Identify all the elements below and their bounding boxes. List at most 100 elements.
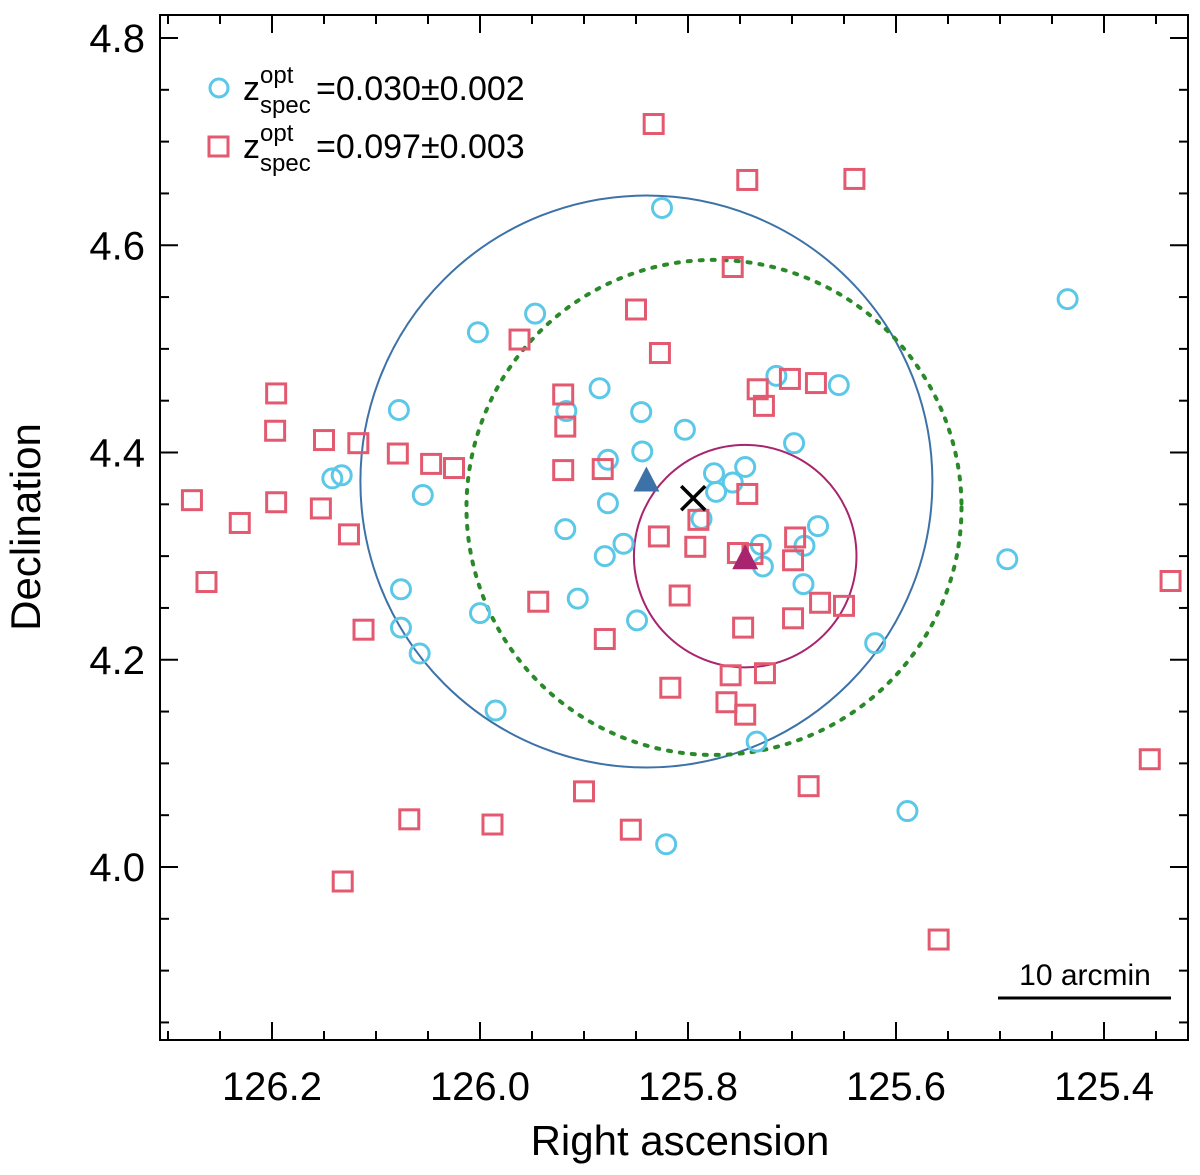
y-tick-label: 4.4 <box>89 432 145 476</box>
legend-circle-marker <box>208 77 230 99</box>
square-point <box>619 818 642 841</box>
legend-entry-2: zopt spec =0.097±0.003 <box>243 120 525 177</box>
square-point <box>593 628 616 651</box>
circle-point <box>411 483 434 506</box>
square-point <box>659 676 682 699</box>
square-point <box>347 432 370 455</box>
aperture-circles <box>359 194 964 769</box>
circle-point <box>612 532 635 555</box>
x-tick-label: 125.4 <box>1054 1065 1154 1109</box>
square-point <box>552 383 575 406</box>
y-tick-label: 4.6 <box>89 224 145 268</box>
circle-point <box>807 515 829 538</box>
square-point <box>1159 569 1182 592</box>
y-axis-tick-labels: 4.0 4.2 4.4 4.6 4.8 <box>89 17 145 890</box>
square-point <box>927 928 950 951</box>
square-point <box>313 429 335 452</box>
square-point <box>746 378 769 401</box>
circle-point <box>864 632 887 655</box>
circle-point <box>655 833 678 856</box>
square-point <box>833 594 855 617</box>
circle-point <box>745 730 768 753</box>
circle-point <box>626 609 649 632</box>
scale-bar-label: 10 arcmin <box>1019 959 1151 992</box>
circle-point <box>524 302 547 325</box>
plot-frame <box>159 14 1189 1041</box>
square-point <box>734 703 757 726</box>
square-point <box>228 511 251 534</box>
square-point <box>625 298 647 321</box>
legend-z-2: z <box>243 128 260 166</box>
circle-point <box>389 616 412 639</box>
x-tick-label: 126.2 <box>222 1065 322 1109</box>
circle-point <box>566 587 589 610</box>
circle-point <box>783 432 806 455</box>
circle-point <box>321 467 344 490</box>
square-point <box>591 458 614 481</box>
square-point <box>352 618 375 641</box>
x-axis-ticks <box>167 15 1157 1040</box>
circle-point <box>896 800 919 823</box>
square-point <box>195 571 218 594</box>
square-point <box>265 491 288 514</box>
center-markers <box>633 466 759 570</box>
x-axis-title: Right ascension <box>531 1117 830 1164</box>
square-point <box>752 394 775 417</box>
circle-point <box>996 548 1019 571</box>
cross-marker-b <box>679 484 707 512</box>
square-point <box>264 419 287 442</box>
square-point <box>732 616 755 639</box>
legend-value-1: =0.030±0.002 <box>316 70 525 108</box>
circle-point <box>705 480 728 503</box>
x-tick-label: 125.8 <box>638 1065 738 1109</box>
square-point <box>687 508 710 531</box>
circle-point <box>466 321 489 344</box>
x-axis-tick-labels: 126.2 126.0 125.8 125.6 125.4 <box>222 1065 1154 1109</box>
legend-sub-2: spec <box>260 150 311 177</box>
circle-point <box>593 545 616 568</box>
legend-sup-1: opt <box>260 62 294 89</box>
square-point <box>684 535 707 558</box>
square-point <box>719 664 742 687</box>
circle-point <box>408 642 431 665</box>
square-point <box>331 870 354 893</box>
square-point <box>804 372 827 395</box>
square-point <box>420 452 443 475</box>
circle-point <box>588 377 611 400</box>
legend-entry-1: zopt spec =0.030±0.002 <box>243 62 525 119</box>
data-points <box>180 113 1182 951</box>
y-tick-label: 4.2 <box>89 639 145 683</box>
purple-triangle-marker <box>732 544 759 570</box>
circle-point <box>827 374 850 397</box>
circle-point <box>484 699 507 722</box>
square-point <box>481 813 504 836</box>
circle-point <box>765 364 788 387</box>
y-tick-label: 4.8 <box>89 17 145 61</box>
square-point <box>398 808 421 831</box>
circle-point <box>631 440 654 463</box>
square-point <box>508 328 531 351</box>
y-axis-title: Declination <box>2 423 49 631</box>
y-tick-label: 4.0 <box>89 846 145 890</box>
circle-point <box>651 196 673 219</box>
square-point <box>782 549 805 572</box>
x-tick-label: 126.0 <box>430 1065 530 1109</box>
circle-point <box>703 462 725 485</box>
square-point <box>642 113 665 136</box>
square-point <box>1138 748 1161 771</box>
square-point <box>809 591 832 614</box>
circle-point <box>721 471 744 494</box>
square-point <box>648 342 671 365</box>
y-axis-ticks <box>160 37 1188 1024</box>
square-point <box>554 415 577 438</box>
circle-point <box>792 573 815 596</box>
legend-square-marker <box>207 135 230 158</box>
square-point <box>782 607 805 630</box>
legend-value-2: =0.097±0.003 <box>316 128 525 166</box>
square-point <box>309 497 332 520</box>
square-point <box>386 442 409 465</box>
dotted-aperture-circle <box>464 257 964 757</box>
square-point <box>784 526 807 549</box>
square-point <box>552 459 575 482</box>
